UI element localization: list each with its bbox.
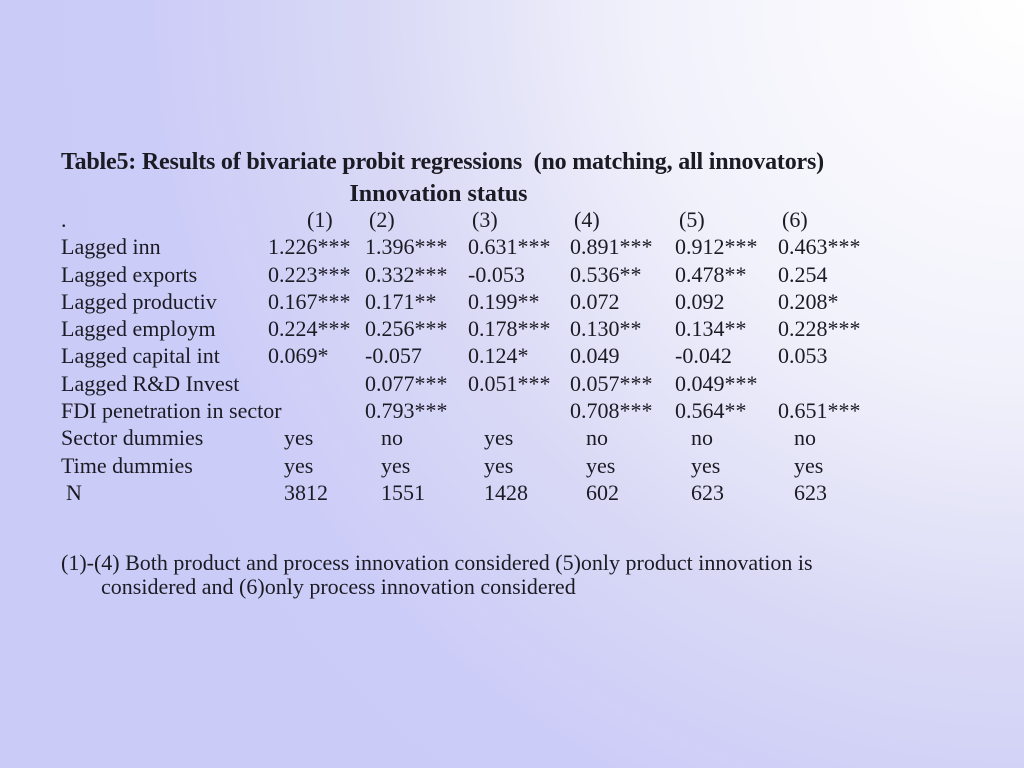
cell-value: 0.069* [268,343,329,369]
cell-value: yes [284,452,314,478]
cell-value: 0.256*** [365,316,448,342]
cell-value: 0.199** [468,288,540,314]
cell-value: 1428 [484,479,528,505]
cell-value: 1551 [381,479,425,505]
cell-value: 0.208* [778,288,839,314]
cell-value: 0.124* [468,343,529,369]
footnote: (1)-(4) Both product and process innovat… [61,551,911,598]
cell-value: 0.171** [365,288,437,314]
cell-value: 0.536** [570,261,642,287]
cell-value: 0.224*** [268,316,351,342]
cell-value: -0.057 [365,343,422,369]
cell-value [268,370,365,397]
cell-value: 623 [691,479,724,505]
cell-value: 0.912*** [675,234,758,260]
column-header: (3) [472,207,498,232]
cell-value: 0.130** [570,316,642,342]
cell-value: 3812 [284,479,328,505]
cell-value: yes [484,452,514,478]
cell-value: no [794,425,816,451]
cell-value: 0.092 [675,288,725,314]
cell-value: 0.077*** [365,370,448,396]
column-header: (4) [574,207,600,232]
cell-value: 0.463*** [778,234,861,260]
row-label: Lagged exports [61,261,198,287]
cell-value [268,397,365,424]
cell-value: 623 [794,479,827,505]
cell-value [778,370,908,397]
table-corner-label: . [61,207,67,232]
cell-value: 1.226*** [268,234,351,260]
cell-value: 0.057*** [570,370,653,396]
cell-value: 0.228*** [778,316,861,342]
column-header: (1) [307,207,333,232]
footnote-line-2: considered and (6)only process innovatio… [101,573,576,599]
cell-value: 0.708*** [570,398,653,424]
slide-subtitle: Innovation status [349,181,528,207]
cell-value: 0.891*** [570,234,653,260]
row-label: Time dummies [61,452,193,478]
cell-value: yes [586,452,616,478]
cell-value: no [381,425,403,451]
cell-value: no [691,425,713,451]
cell-value: 602 [586,479,619,505]
cell-value: 0.478** [675,261,747,287]
cell-value: yes [381,452,411,478]
cell-value: 0.049*** [675,370,758,396]
cell-value: 0.651*** [778,398,861,424]
row-label: Lagged R&D Invest [61,370,240,396]
cell-value: 0.631*** [468,234,551,260]
cell-value: 0.564** [675,398,747,424]
footnote-line-1: (1)-(4) Both product and process innovat… [61,550,813,575]
results-table: . (1) (2) (3) (4) (5) (6) Lagged inn 1.226*** 1.3… [61,206,908,506]
cell-value: 0.178*** [468,316,551,342]
slide-title: Table5: Results of bivariate probit regr… [61,149,824,175]
cell-value: 0.051*** [468,370,551,396]
row-label: Sector dummies [61,425,204,451]
cell-value: 1.396*** [365,234,448,260]
cell-value: 0.049 [570,343,620,369]
row-label: Lagged productiv [61,288,217,314]
cell-value: 0.053 [778,343,828,369]
column-header: (6) [782,207,808,232]
cell-value: yes [284,425,314,451]
row-label: FDI penetration in sector [61,398,282,424]
cell-value [468,397,570,424]
cell-value: 0.072 [570,288,620,314]
cell-value: yes [691,452,721,478]
cell-value: 0.223*** [268,261,351,287]
cell-value: -0.042 [675,343,732,369]
row-label: Lagged inn [61,234,161,260]
cell-value: yes [484,425,514,451]
row-label: Lagged capital int [61,343,220,369]
row-label: Lagged employm [61,316,216,342]
cell-value: no [586,425,608,451]
cell-value: 0.134** [675,316,747,342]
cell-value: 0.167*** [268,288,351,314]
column-header: (5) [679,207,705,232]
cell-value: yes [794,452,824,478]
cell-value: 0.332*** [365,261,448,287]
row-label: N [66,479,82,505]
cell-value: 0.793*** [365,398,448,424]
cell-value: 0.254 [778,261,828,287]
cell-value: -0.053 [468,261,525,287]
column-header: (2) [369,207,395,232]
